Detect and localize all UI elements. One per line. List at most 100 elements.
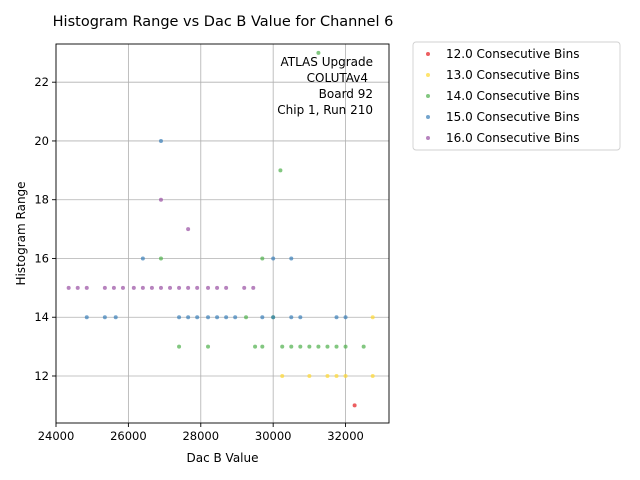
data-point	[253, 344, 258, 349]
axis-ticks: 24000 26000 28000 30000 32000 12 14 16 18 20 22	[34, 75, 364, 443]
data-point	[177, 315, 182, 320]
chart-title: Histogram Range vs Dac B Value for Chann…	[53, 14, 394, 30]
y-axis-label: Histogram Range	[14, 181, 28, 285]
data-point	[224, 315, 229, 320]
grid-lines	[55, 44, 389, 423]
data-point	[158, 285, 163, 290]
data-point	[242, 285, 247, 290]
data-point	[131, 285, 136, 290]
y-tick-label: 14	[34, 310, 49, 324]
y-tick-label: 22	[34, 75, 49, 89]
data-point	[352, 403, 357, 408]
data-point	[334, 315, 339, 320]
data-point	[260, 344, 265, 349]
data-point	[140, 256, 145, 261]
run-annotation: ATLAS Upgrade COLUTAv4 Board 92 Chip 1, …	[277, 55, 373, 117]
data-point	[260, 256, 265, 261]
data-point	[195, 285, 200, 290]
data-point	[271, 256, 276, 261]
data-point	[177, 285, 182, 290]
x-tick-label: 26000	[110, 429, 147, 443]
data-point	[113, 315, 118, 320]
data-point	[195, 315, 200, 320]
annotation-line-4: Chip 1, Run 210	[277, 103, 373, 117]
data-point	[307, 373, 312, 378]
data-point	[289, 344, 294, 349]
data-point	[343, 344, 348, 349]
data-point	[206, 315, 211, 320]
data-point	[206, 344, 211, 349]
data-point	[370, 373, 375, 378]
x-tick-label: 30000	[255, 429, 292, 443]
data-points	[66, 50, 375, 408]
data-point	[233, 315, 238, 320]
data-point	[186, 315, 191, 320]
data-point	[289, 256, 294, 261]
data-point	[280, 344, 285, 349]
legend: 12.0 Consecutive Bins 13.0 Consecutive Bi…	[412, 41, 621, 151]
data-point	[316, 344, 321, 349]
data-point	[84, 285, 89, 290]
legend-marker	[426, 52, 430, 56]
legend-entry: 13.0 Consecutive Bins	[446, 68, 579, 82]
data-point	[343, 315, 348, 320]
data-point	[84, 315, 89, 320]
data-point	[334, 373, 339, 378]
data-point	[307, 344, 312, 349]
data-point	[343, 373, 348, 378]
data-point	[75, 285, 80, 290]
data-point	[278, 168, 283, 173]
data-point	[186, 227, 191, 232]
data-point	[251, 285, 256, 290]
plot-frame	[55, 43, 390, 424]
data-point	[215, 285, 220, 290]
data-point	[140, 285, 145, 290]
y-tick-label: 18	[34, 193, 49, 207]
legend-box	[412, 41, 621, 151]
data-point	[289, 315, 294, 320]
annotation-line-2: COLUTAv4	[307, 71, 368, 85]
data-point	[158, 256, 163, 261]
data-point	[158, 138, 163, 143]
data-point	[149, 285, 154, 290]
legend-entry: 14.0 Consecutive Bins	[446, 89, 579, 103]
data-point	[168, 285, 173, 290]
data-point	[66, 285, 71, 290]
legend-marker	[426, 115, 430, 119]
data-point	[280, 373, 285, 378]
data-point	[316, 50, 321, 55]
data-point	[361, 344, 366, 349]
legend-marker	[426, 136, 430, 140]
data-point	[325, 344, 330, 349]
data-point	[177, 344, 182, 349]
data-point	[158, 197, 163, 202]
annotation-line-1: ATLAS Upgrade	[280, 55, 373, 69]
x-tick-label: 24000	[38, 429, 75, 443]
data-point	[334, 344, 339, 349]
x-tick-label: 32000	[327, 429, 364, 443]
annotation-line-3: Board 92	[319, 87, 373, 101]
x-tick-label: 28000	[182, 429, 219, 443]
data-point	[206, 285, 211, 290]
data-point	[120, 285, 125, 290]
legend-entry: 15.0 Consecutive Bins	[446, 110, 579, 124]
data-point	[325, 373, 330, 378]
y-tick-label: 20	[34, 134, 49, 148]
legend-marker	[426, 73, 430, 77]
legend-entry: 12.0 Consecutive Bins	[446, 47, 579, 61]
data-point	[215, 315, 220, 320]
data-point	[271, 315, 276, 320]
legend-marker	[426, 94, 430, 98]
y-tick-label: 16	[34, 251, 49, 265]
data-point	[102, 315, 107, 320]
data-point	[370, 315, 375, 320]
data-point	[244, 315, 249, 320]
y-tick-label: 12	[34, 369, 49, 383]
x-axis-label: Dac B Value	[186, 451, 258, 465]
data-point	[260, 315, 265, 320]
data-point	[298, 344, 303, 349]
legend-entry: 16.0 Consecutive Bins	[446, 131, 579, 145]
data-point	[224, 285, 229, 290]
data-point	[102, 285, 107, 290]
